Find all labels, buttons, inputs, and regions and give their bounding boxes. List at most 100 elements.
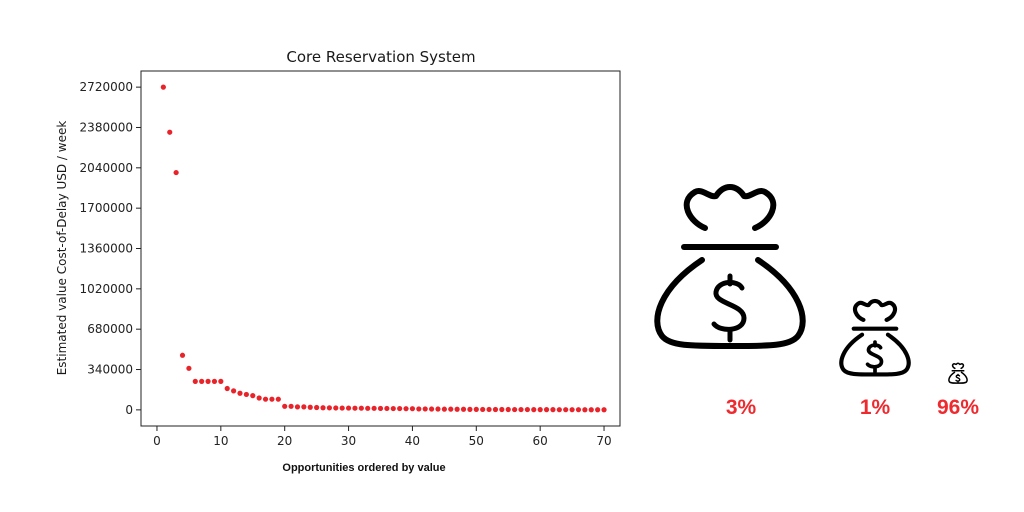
- x-tick-label: 20: [277, 434, 292, 448]
- data-point: [262, 396, 269, 402]
- data-point: [569, 407, 575, 413]
- data-point: [480, 406, 486, 413]
- y-tick-label: 2380000: [80, 120, 133, 134]
- plot-frame: [140, 70, 621, 427]
- data-point: [390, 405, 396, 412]
- x-axis-label: Opportunities ordered by value: [282, 462, 445, 474]
- data-point: [448, 406, 454, 412]
- chart-title: Core Reservation System: [286, 48, 475, 66]
- data-point: [454, 406, 460, 412]
- data-point: [467, 406, 473, 412]
- y-tick-label: 340000: [87, 363, 133, 377]
- y-tick-label: 680000: [87, 322, 133, 336]
- data-point: [601, 407, 607, 413]
- data-point: [211, 378, 218, 384]
- data-point: [256, 395, 262, 401]
- data-point: [582, 407, 588, 413]
- data-point: [518, 406, 524, 413]
- data-point: [435, 406, 441, 412]
- data-points: [160, 84, 607, 413]
- data-point: [160, 84, 166, 90]
- data-point: [179, 352, 186, 358]
- data-point: [269, 396, 275, 402]
- x-tick-label: 60: [533, 434, 548, 448]
- y-tick-label: 1020000: [80, 282, 133, 296]
- data-point: [505, 406, 511, 413]
- data-point: [250, 393, 256, 399]
- x-tick-label: 40: [405, 434, 420, 448]
- data-point: [428, 406, 435, 412]
- dollar-sign-icon: [865, 340, 884, 374]
- data-point: [531, 407, 537, 413]
- data-point: [524, 406, 530, 413]
- data-point: [473, 406, 479, 412]
- data-point: [556, 407, 562, 413]
- x-tick-label: 30: [341, 434, 356, 448]
- data-point: [205, 378, 211, 384]
- data-point: [512, 406, 518, 413]
- data-point: [563, 407, 569, 413]
- data-point: [199, 378, 205, 384]
- data-point: [403, 406, 409, 412]
- x-tick-label: 70: [596, 434, 611, 448]
- data-point: [409, 406, 416, 412]
- data-point: [460, 406, 467, 412]
- y-tick-label: 0: [125, 403, 133, 417]
- data-point: [416, 406, 422, 412]
- large-money-bag-icon: [654, 184, 806, 349]
- data-point: [441, 406, 447, 412]
- data-point: [167, 129, 173, 135]
- large-bag-percent: 3%: [725, 396, 757, 419]
- data-point: [575, 407, 582, 413]
- y-tick-label: 2720000: [80, 80, 133, 94]
- data-point: [237, 390, 243, 396]
- data-point: [218, 378, 224, 384]
- data-point: [192, 378, 198, 384]
- data-point: [371, 405, 377, 411]
- data-point: [224, 385, 230, 392]
- data-point: [384, 405, 390, 412]
- y-axis: 0 340000 680000 1020000 1360000 1700000 204000…: [80, 80, 141, 417]
- data-point: [595, 407, 601, 413]
- data-point: [486, 406, 492, 413]
- medium-money-bag-icon: [839, 298, 911, 377]
- scatter-chart: Core Reservation System 0 10 20 30 40 50 60 70 …: [55, 48, 621, 474]
- data-point: [326, 405, 333, 411]
- data-point: [301, 404, 307, 410]
- data-point: [231, 388, 237, 394]
- data-point: [294, 404, 301, 410]
- y-tick-label: 1700000: [80, 201, 133, 215]
- x-tick-label: 10: [213, 434, 228, 448]
- y-axis-label: Estimated value Cost-of-Delay USD / week: [55, 121, 69, 376]
- data-point: [492, 406, 499, 413]
- x-tick-label: 0: [153, 434, 161, 448]
- data-point: [365, 405, 371, 411]
- data-point: [543, 407, 550, 413]
- data-point: [282, 403, 288, 409]
- data-point: [352, 405, 358, 411]
- y-tick-label: 1360000: [80, 242, 133, 256]
- data-point: [345, 405, 352, 411]
- data-point: [339, 405, 345, 411]
- data-point: [307, 404, 313, 410]
- data-point: [333, 405, 339, 411]
- data-point: [243, 391, 249, 398]
- x-axis: 0 10 20 30 40 50 60 70: [153, 426, 612, 448]
- data-point: [320, 405, 326, 411]
- dollar-sign-icon: [711, 273, 747, 343]
- data-point: [377, 405, 384, 412]
- data-point: [173, 169, 179, 176]
- data-point: [588, 407, 594, 413]
- data-point: [499, 406, 505, 413]
- small-money-bag-icon: [948, 362, 968, 384]
- data-point: [537, 407, 543, 413]
- data-point: [397, 405, 403, 412]
- small-bag-percent: 96%: [936, 396, 980, 419]
- x-tick-label: 50: [469, 434, 484, 448]
- data-point: [550, 407, 556, 413]
- data-point: [314, 404, 320, 411]
- y-tick-label: 2040000: [80, 161, 133, 175]
- data-point: [275, 396, 281, 402]
- data-point: [358, 405, 364, 411]
